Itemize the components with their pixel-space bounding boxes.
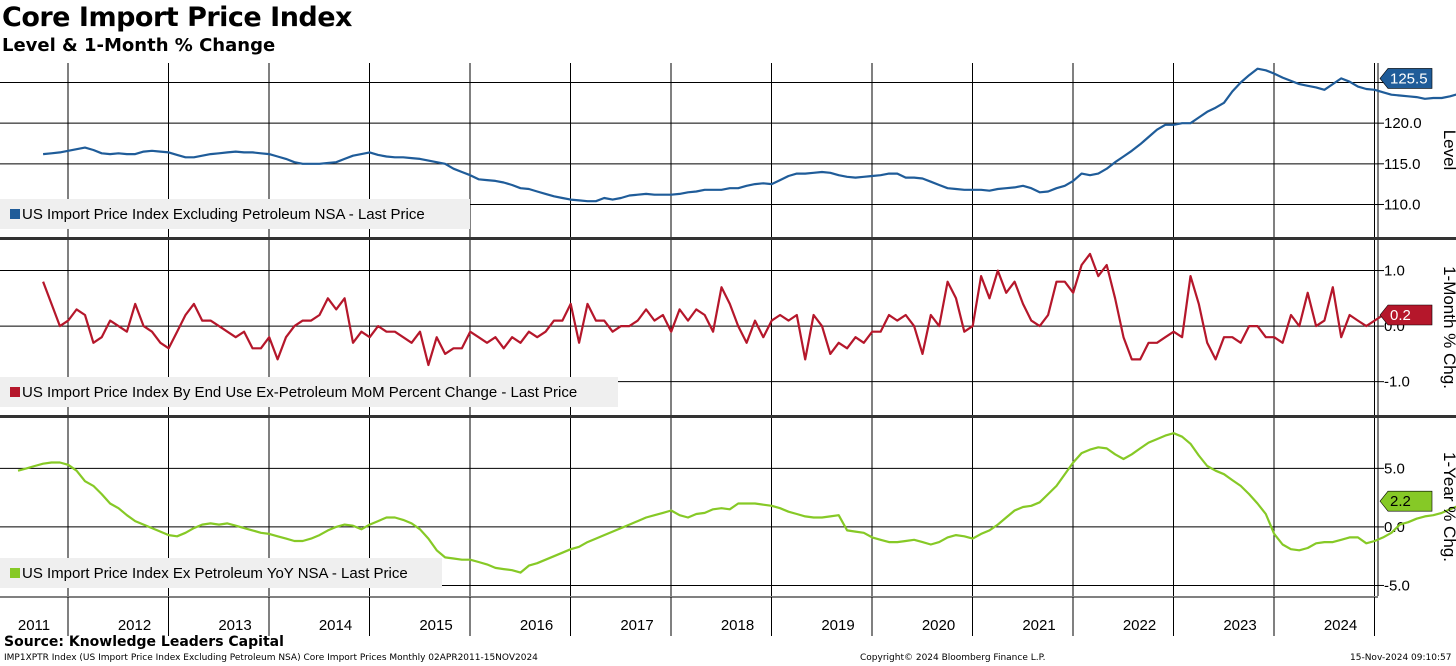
y-tick-label: 0.0 (1384, 519, 1405, 536)
legend-swatch (10, 568, 20, 578)
legend-swatch (10, 387, 20, 397)
y-tick-label: 1.0 (1384, 263, 1405, 280)
panel-yoy: -5.0 0.0 5.0 US Import Price Index Ex Petro… (0, 418, 1456, 596)
legend-box (0, 377, 618, 407)
x-tick-label: 2017 (620, 617, 653, 634)
chart-subtitle: Level & 1-Month % Change (2, 35, 276, 56)
legend-label: US Import Price Index By End Use Ex-Petr… (22, 384, 577, 401)
legend-label: US Import Price Index Excluding Petroleu… (22, 206, 425, 223)
chart-title: Core Import Price Index (2, 2, 352, 33)
last-value-label: 0.2 (1390, 307, 1411, 324)
footer-timestamp: 15-Nov-2024 09:10:57 (1350, 653, 1452, 663)
last-value-label: 125.5 (1390, 70, 1428, 87)
series-line-mom (42, 252, 1384, 367)
x-tick-label: 2024 (1324, 617, 1357, 634)
x-tick-label: 2022 (1123, 617, 1156, 634)
last-value-badge (1379, 490, 1433, 512)
y-tick-label: -1.0 (1384, 374, 1410, 391)
x-tick-label: 2014 (319, 617, 352, 634)
y-axis-label: 1-Year % Chg. (1440, 452, 1456, 562)
x-tick-label: 2019 (821, 617, 854, 634)
x-tick-label: 2013 (218, 617, 251, 634)
last-value-label: 2.2 (1390, 493, 1411, 510)
x-tick-label: 2023 (1223, 617, 1256, 634)
x-tick-label: 2016 (520, 617, 553, 634)
source-line: Source: Knowledge Leaders Capital (4, 634, 284, 650)
y-tick-label: -5.0 (1384, 577, 1410, 594)
x-tick-label: 2012 (118, 617, 151, 634)
legend-swatch (10, 209, 20, 219)
x-tick-label: 2020 (922, 617, 955, 634)
legend-box (0, 558, 442, 588)
y-tick-label: 120.0 (1384, 115, 1422, 132)
y-tick-label: 5.0 (1384, 460, 1405, 477)
x-tick-label: 2011 (18, 617, 50, 634)
last-value-badge (1379, 68, 1433, 89)
series-line-level (42, 67, 1456, 203)
y-tick-label: 115.0 (1384, 156, 1420, 173)
panel-level: 110.0 115.0 120.0 US Import Price Index Exc… (0, 63, 1456, 237)
legend-label: US Import Price Index Ex Petroleum YoY N… (22, 565, 408, 582)
last-value-badge (1379, 304, 1433, 326)
legend-box (0, 199, 470, 229)
panel-mom: -1.00.01.0US Import Price Index By End U… (0, 240, 1456, 415)
x-tick-label: 2015 (419, 617, 452, 634)
footer-copyright: Copyright© 2024 Bloomberg Finance L.P. (860, 653, 1046, 663)
x-tick-label: 2018 (721, 617, 754, 634)
y-axis-label: Level (1440, 130, 1456, 171)
footer-description: IMP1XPTR Index (US Import Price Index Ex… (4, 653, 538, 663)
series-line-yoy (17, 432, 1456, 574)
y-axis-label: 1-Month % Chg. (1440, 266, 1456, 389)
x-axis: 2011 2012 2013 2014 2015 2016 2017 2018 2019 2020… (18, 597, 1375, 636)
x-tick-label: 2021 (1022, 617, 1055, 634)
y-tick-label: 110.0 (1384, 196, 1420, 213)
